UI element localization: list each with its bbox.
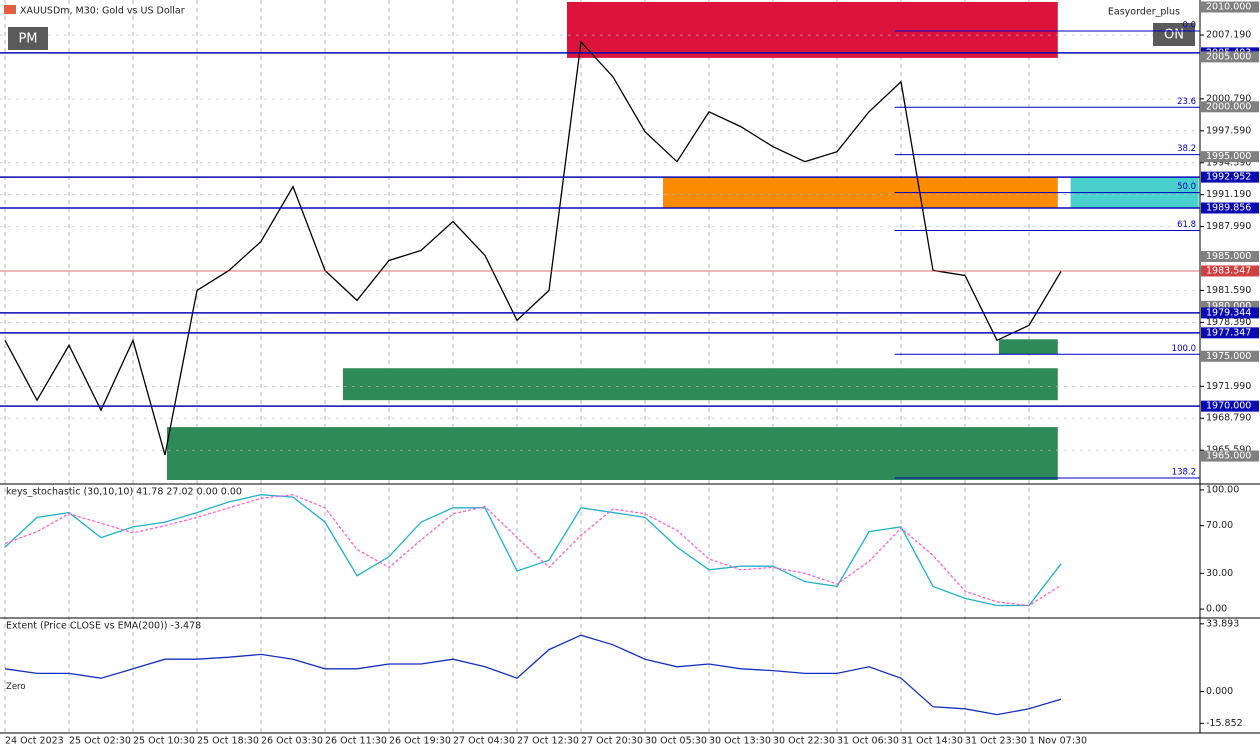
series-line <box>4 494 1062 607</box>
level-tag <box>1201 327 1259 339</box>
level-label: 1975.000 <box>1206 351 1251 362</box>
level-label: 1992.952 <box>1206 172 1251 183</box>
level-label: 1979.344 <box>1206 307 1251 318</box>
x-tick-label: 27 Oct 20:30 <box>581 736 643 747</box>
zone <box>566 2 1058 58</box>
level-tag <box>1201 51 1259 63</box>
level-label: 1989.856 <box>1206 203 1251 214</box>
level-label: 1980.000 <box>1206 301 1251 312</box>
zero-label: Zero <box>6 682 26 692</box>
on-button-bg[interactable] <box>1153 23 1195 46</box>
pm-button-label[interactable]: PM <box>18 32 37 47</box>
level-label: 1965.000 <box>1206 451 1251 462</box>
level-tag <box>1201 1 1259 13</box>
y-tick-label: 30.00 <box>1206 568 1233 579</box>
level-label: 2005.000 <box>1206 51 1251 62</box>
y-tick-label: 1994.390 <box>1206 157 1251 168</box>
series-line <box>4 494 1062 607</box>
y-tick-label: 0.000 <box>1206 686 1233 697</box>
fib-label: 61.8 <box>1177 220 1196 230</box>
x-tick-label: 30 Oct 05:30 <box>645 736 707 747</box>
level-label: 1983.547 <box>1206 265 1251 276</box>
x-tick-label: 31 Oct 06:30 <box>837 736 899 747</box>
y-tick-label: 33.893 <box>1206 618 1239 629</box>
level-tag <box>1201 151 1259 163</box>
level-tag <box>1201 250 1259 262</box>
panel-title: keys_stochastic (30,10,10) 41.78 27.02 0… <box>6 487 242 498</box>
y-tick-label: 1965.590 <box>1206 445 1251 456</box>
zone <box>166 427 1058 481</box>
level-tag <box>1201 300 1259 312</box>
level-label: 1977.347 <box>1206 327 1251 338</box>
level-tag <box>1201 101 1259 113</box>
fib-label: 0.0 <box>1182 20 1196 30</box>
y-tick-label: 2007.190 <box>1206 30 1251 41</box>
zone <box>998 339 1058 355</box>
x-tick-label: 30 Oct 22:30 <box>773 736 835 747</box>
x-tick-label: 30 Oct 13:30 <box>709 736 771 747</box>
y-tick-label: 1987.990 <box>1206 221 1251 232</box>
level-label: 1995.000 <box>1206 151 1251 162</box>
level-tag <box>1201 265 1259 277</box>
series-line <box>4 40 1062 456</box>
level-tag <box>1201 307 1259 319</box>
fib-label: 50.0 <box>1177 182 1196 192</box>
x-tick-label: 25 Oct 18:30 <box>197 736 259 747</box>
level-tag <box>1201 400 1259 412</box>
fib-label: 100.0 <box>1172 344 1196 354</box>
symbol-icon <box>4 5 16 14</box>
y-tick-label: 1968.790 <box>1206 413 1251 424</box>
pm-button[interactable]: PM <box>8 27 48 50</box>
level-label: 1985.000 <box>1206 251 1251 262</box>
x-tick-label: 24 Oct 2023 <box>5 736 64 747</box>
pm-button-bg[interactable] <box>8 27 48 50</box>
x-tick-label: 27 Oct 12:30 <box>517 736 579 747</box>
y-tick-label: 0.00 <box>1206 604 1227 615</box>
y-tick-label: 1991.190 <box>1206 189 1251 200</box>
panel-title: Extent (Price CLOSE vs EMA(200)) -3.478 <box>6 621 201 632</box>
fib-label: 38.2 <box>1177 144 1196 154</box>
x-tick-label: 27 Oct 04:30 <box>453 736 515 747</box>
y-tick-label: 100.00 <box>1206 484 1239 495</box>
fib-label: 138.2 <box>1172 468 1196 478</box>
window-title: XAUUSDm, M30: Gold vs US Dollar <box>20 6 185 17</box>
level-tag <box>1201 202 1259 214</box>
y-tick-label: 70.00 <box>1206 520 1233 531</box>
y-tick-label: 1981.590 <box>1206 285 1251 296</box>
x-tick-label: 1 Nov 07:30 <box>1029 736 1087 747</box>
level-label: 1970.000 <box>1206 401 1251 412</box>
y-tick-label: 1971.990 <box>1206 381 1251 392</box>
x-tick-label: 31 Oct 23:30 <box>965 736 1027 747</box>
level-tag <box>1201 350 1259 362</box>
x-tick-label: 31 Oct 14:30 <box>901 736 963 747</box>
expert-name: Easyorder_plus <box>1108 7 1180 18</box>
level-label: 2010.000 <box>1206 1 1251 12</box>
zone <box>342 368 1058 401</box>
level-tag <box>1201 450 1259 462</box>
series-line <box>4 634 1062 716</box>
on-button-label[interactable]: ON <box>1164 28 1184 43</box>
level-tag <box>1201 171 1259 183</box>
y-tick-label: 1978.390 <box>1206 317 1251 328</box>
y-tick-label: 1997.590 <box>1206 125 1251 136</box>
x-tick-label: 26 Oct 11:30 <box>325 736 387 747</box>
y-tick-label: 2000.790 <box>1206 93 1251 104</box>
x-tick-label: 25 Oct 10:30 <box>133 736 195 747</box>
x-tick-label: 25 Oct 02:30 <box>69 736 131 747</box>
y-tick-label: -15.852 <box>1206 718 1243 729</box>
level-label: 2000.000 <box>1206 101 1251 112</box>
x-tick-label: 26 Oct 19:30 <box>389 736 451 747</box>
fib-label: 23.6 <box>1177 97 1196 107</box>
x-tick-label: 26 Oct 03:30 <box>261 736 323 747</box>
